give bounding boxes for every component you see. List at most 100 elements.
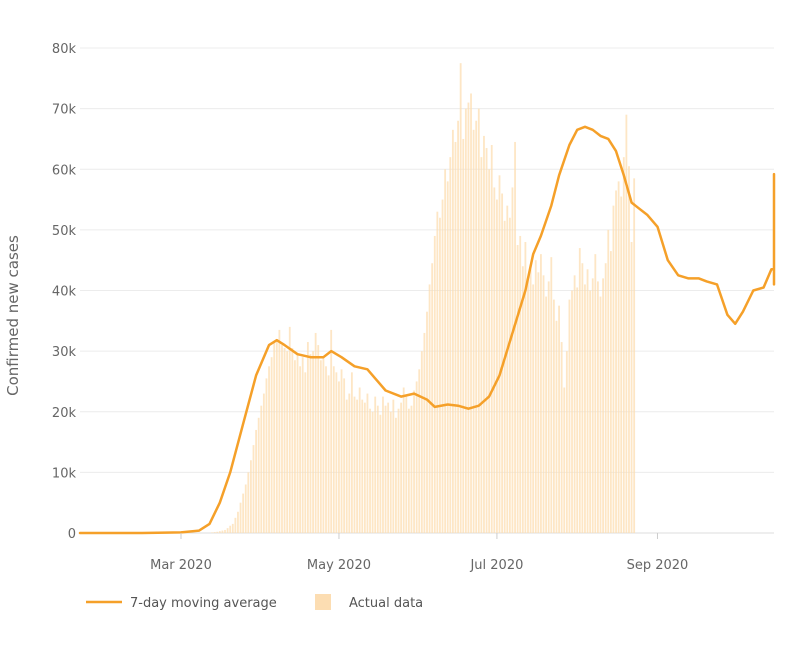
bar-actual [483, 135, 485, 533]
y-axis-title: Confirmed new cases [4, 235, 22, 396]
bar-actual [462, 138, 465, 533]
bar-actual [400, 402, 403, 533]
bar-actual [594, 254, 597, 533]
legend: 7-day moving average Actual data [86, 594, 423, 611]
bar-actual [407, 408, 410, 533]
bar-actual [415, 381, 418, 533]
bar-actual [356, 399, 358, 533]
bar-actual [382, 396, 384, 533]
bar-actual [488, 169, 491, 533]
bar-actual [250, 460, 252, 533]
bar-actual [540, 254, 542, 533]
bar-actual [431, 263, 434, 533]
legend-label-moving-average: 7-day moving average [130, 596, 277, 611]
bar-actual [268, 366, 270, 533]
bar-actual [330, 329, 333, 533]
bar-actual [247, 472, 250, 533]
bar-actual [441, 199, 444, 533]
bar-actual [213, 532, 216, 533]
bar-actual [420, 351, 423, 533]
moving-average-line [78, 125, 776, 535]
bar-actual [615, 190, 617, 533]
bar-actual [304, 372, 307, 533]
bar-actual [369, 408, 371, 533]
bar-actual [426, 311, 428, 533]
bar-actual [363, 402, 366, 533]
bar-actual [524, 242, 527, 533]
bar-actual [586, 269, 589, 533]
bar-actual [211, 532, 213, 533]
bar-actual [317, 345, 320, 533]
bar-actual [402, 387, 405, 533]
bar-actual [470, 93, 472, 533]
bar-actual [278, 329, 281, 533]
bar-actual [457, 120, 459, 533]
bar-actual [591, 278, 594, 533]
bar-actual [490, 145, 493, 533]
bar-actual [273, 342, 276, 533]
bar-actual [260, 405, 263, 533]
bar-actual [418, 369, 421, 533]
bar-actual [459, 63, 462, 533]
bar-actual [560, 342, 563, 533]
bar-actual [345, 399, 348, 533]
bar-actual [296, 354, 299, 533]
bar-actual [514, 141, 516, 533]
bar-actual [423, 332, 426, 533]
bar-actual [314, 332, 317, 533]
bar-actual [625, 114, 628, 533]
y-tick-label: 70k [52, 103, 77, 118]
bar-actual [306, 342, 309, 533]
bars-actual-data [211, 63, 636, 533]
bar-actual [633, 178, 636, 533]
bar-actual [506, 205, 509, 533]
bar-actual [294, 360, 296, 533]
bar-actual [374, 396, 377, 533]
bar-actual [410, 405, 413, 533]
bar-actual [511, 187, 514, 533]
bar-actual [436, 211, 439, 533]
bar-actual [604, 263, 607, 533]
bar-actual [319, 360, 322, 533]
bar-actual [371, 411, 374, 533]
bar-actual [389, 411, 392, 533]
bar-actual [301, 357, 304, 533]
bar-actual [325, 366, 327, 533]
bar-actual [350, 372, 353, 533]
bar-actual [338, 381, 340, 533]
x-tick-label: May 2020 [307, 558, 371, 573]
y-tick-label: 10k [52, 466, 77, 481]
bar-actual [327, 375, 330, 533]
bar-actual [558, 305, 560, 533]
y-tick-label: 0 [68, 527, 76, 542]
x-axis-ticks: Mar 2020 May 2020 Jul 2020 Sep 2020 [150, 533, 688, 573]
bar-actual [239, 502, 242, 533]
bar-actual [563, 387, 566, 533]
bar-actual [617, 181, 620, 533]
bar-actual [353, 396, 356, 533]
bar-actual [376, 405, 379, 533]
y-tick-label: 20k [52, 406, 77, 421]
bar-actual [288, 326, 291, 533]
bar-actual [589, 290, 592, 533]
bar-actual [550, 257, 553, 533]
bar-actual [446, 181, 449, 533]
bar-actual [578, 248, 581, 533]
legend-label-actual-data: Actual data [349, 596, 423, 611]
y-tick-label: 40k [52, 285, 77, 300]
y-tick-label: 60k [52, 163, 77, 178]
bar-actual [361, 399, 364, 533]
bar-actual [529, 269, 532, 533]
bar-actual [439, 217, 441, 533]
y-tick-label: 80k [52, 42, 77, 57]
bar-actual [283, 348, 286, 533]
bar-actual [291, 348, 294, 533]
bar-actual [493, 187, 496, 533]
x-tick-label: Jul 2020 [469, 558, 523, 573]
bar-actual [516, 245, 519, 533]
bar-actual [576, 287, 579, 533]
gridlines [80, 47, 774, 534]
bar-actual [508, 217, 511, 533]
bar-actual [229, 525, 232, 533]
bar-actual [218, 531, 221, 533]
